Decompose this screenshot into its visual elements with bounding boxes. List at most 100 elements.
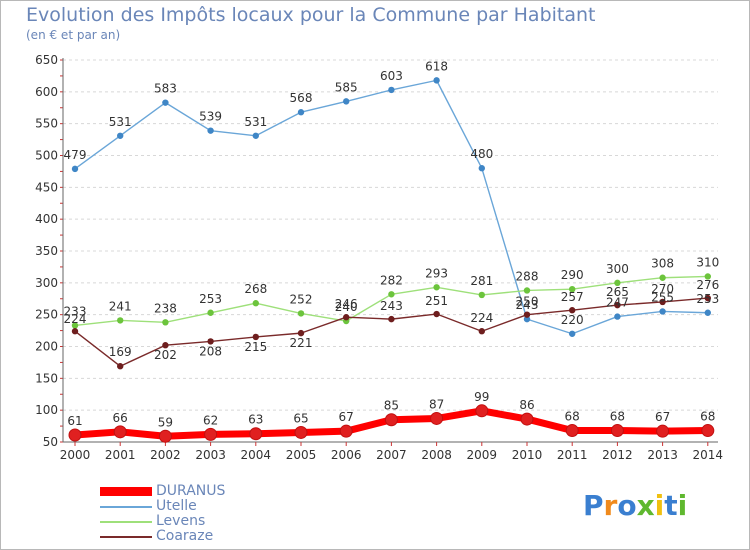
data-label-levens: 253	[199, 292, 222, 306]
data-point-utelle	[478, 165, 485, 172]
data-label-utelle: 480	[470, 147, 493, 161]
data-label-levens: 308	[651, 257, 674, 271]
logo-letter: r	[603, 489, 618, 522]
data-point-coaraze	[343, 314, 350, 321]
data-label-coaraze: 215	[244, 340, 267, 354]
y-tick-label: 550	[35, 117, 58, 131]
data-label-duranus: 59	[158, 415, 173, 429]
x-tick-label: 2012	[602, 448, 633, 462]
y-tick-label: 650	[35, 53, 58, 67]
data-point-levens	[659, 274, 666, 281]
data-label-utelle: 603	[380, 69, 403, 83]
logo-letter: t	[664, 489, 678, 522]
data-label-duranus: 66	[113, 411, 128, 425]
data-label-utelle: 539	[199, 110, 222, 124]
data-point-coaraze	[433, 310, 440, 318]
data-label-utelle: 568	[290, 91, 313, 105]
data-point-coaraze	[569, 307, 576, 314]
data-label-utelle: 243	[516, 298, 539, 312]
data-point-levens	[388, 291, 395, 298]
data-label-duranus: 61	[67, 414, 82, 428]
y-tick-label: 400	[35, 212, 58, 226]
data-label-levens: 268	[244, 282, 267, 296]
data-label-coaraze: 208	[199, 344, 222, 358]
data-point-levens	[71, 322, 79, 329]
data-label-coaraze: 265	[606, 285, 629, 299]
logo-letter: x	[636, 489, 655, 522]
data-label-duranus: 85	[384, 399, 399, 413]
y-tick-label: 200	[35, 340, 58, 354]
data-point-utelle	[659, 308, 666, 315]
x-tick-label: 2000	[60, 448, 91, 462]
x-tick-label: 2007	[376, 448, 407, 462]
data-label-levens: 282	[380, 273, 403, 287]
data-point-coaraze	[659, 298, 666, 306]
data-point-utelle	[343, 98, 350, 105]
data-point-levens	[297, 310, 305, 317]
data-point-duranus	[701, 424, 715, 438]
legend: DURANUS Utelle Levens Coaraze	[100, 484, 225, 544]
data-point-coaraze	[388, 315, 395, 323]
legend-item-coaraze: Coaraze	[100, 529, 225, 544]
data-label-utelle: 531	[244, 115, 267, 129]
data-point-duranus	[68, 428, 82, 442]
y-tick-label: 600	[35, 85, 58, 99]
data-point-utelle	[71, 165, 79, 173]
data-point-duranus	[339, 424, 353, 438]
x-tick-label: 2010	[512, 448, 543, 462]
x-tick-label: 2002	[150, 448, 181, 462]
legend-label: DURANUS	[156, 483, 226, 499]
data-point-duranus	[430, 411, 444, 425]
x-tick-label: 2003	[195, 448, 226, 462]
data-label-coaraze: 169	[109, 345, 132, 359]
data-label-duranus: 68	[610, 410, 625, 424]
data-label-levens: 241	[109, 299, 132, 313]
data-label-duranus: 68	[565, 410, 580, 424]
data-point-coaraze	[478, 328, 485, 335]
data-label-coaraze: 276	[696, 278, 719, 292]
proxiti-logo: Proxiti	[583, 489, 687, 522]
chart-subtitle: (en € et par an)	[26, 28, 121, 42]
data-label-coaraze: 270	[651, 282, 674, 296]
data-point-duranus	[656, 424, 670, 438]
data-point-coaraze	[704, 294, 711, 302]
data-point-coaraze	[252, 333, 259, 341]
data-point-utelle	[207, 127, 214, 134]
x-tick-label: 2006	[331, 448, 362, 462]
data-label-levens: 252	[290, 292, 313, 306]
data-label-utelle: 247	[606, 296, 629, 310]
data-point-levens	[433, 284, 440, 291]
data-point-duranus	[294, 425, 308, 439]
data-label-duranus: 86	[519, 398, 534, 412]
logo-letter: P	[583, 489, 604, 522]
data-label-levens: 288	[516, 269, 539, 283]
legend-label: Coaraze	[156, 528, 214, 544]
data-label-duranus: 67	[655, 410, 670, 424]
data-point-utelle	[614, 313, 621, 320]
data-point-levens	[523, 287, 531, 294]
data-label-utelle: 585	[335, 80, 358, 94]
data-label-coaraze: 250	[516, 295, 539, 309]
data-label-duranus: 65	[293, 411, 308, 425]
data-label-levens: 240	[335, 300, 358, 314]
data-label-utelle: 531	[109, 115, 132, 129]
data-point-duranus	[384, 413, 398, 427]
data-point-duranus	[565, 424, 579, 438]
data-label-coaraze: 224	[470, 311, 493, 325]
data-point-utelle	[162, 99, 169, 106]
data-point-utelle	[388, 86, 395, 94]
data-label-duranus: 63	[248, 413, 263, 427]
x-tick-label: 2013	[647, 448, 678, 462]
data-label-levens: 290	[561, 268, 584, 282]
data-point-utelle	[569, 330, 576, 337]
data-point-coaraze	[162, 342, 169, 349]
data-label-coaraze: 251	[425, 294, 448, 308]
data-point-coaraze	[297, 329, 305, 337]
data-label-utelle: 253	[696, 292, 719, 306]
data-label-utelle: 479	[64, 148, 87, 162]
data-point-coaraze	[207, 338, 214, 345]
x-tick-label: 2008	[421, 448, 452, 462]
chart-title: Evolution des Impôts locaux pour la Comm…	[26, 4, 596, 26]
data-point-levens	[569, 286, 576, 293]
data-label-coaraze: 243	[380, 299, 403, 313]
